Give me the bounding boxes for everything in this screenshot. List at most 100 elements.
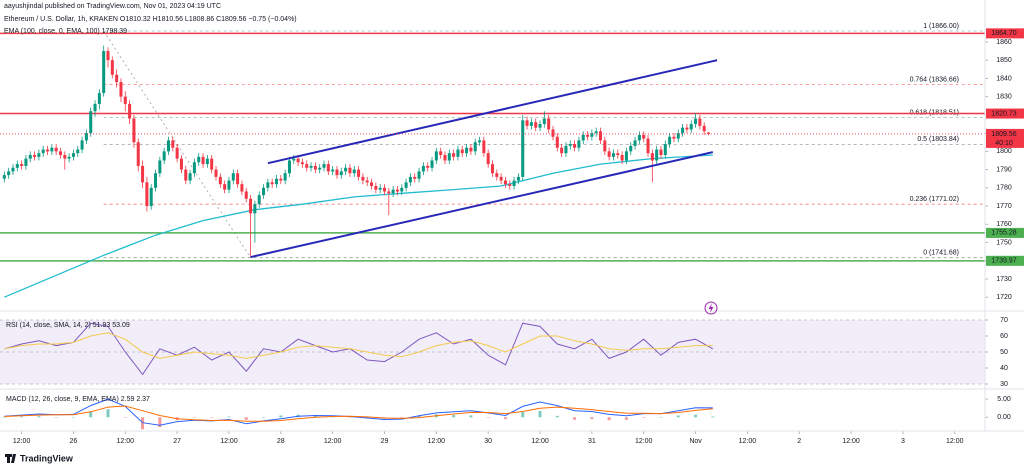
candle-body <box>408 176 412 183</box>
macd-legend: MACD (12, 26, close, 9, EMA, EMA) 2.59 2… <box>6 396 150 403</box>
histogram-bar <box>469 415 473 418</box>
candle-body <box>650 153 654 161</box>
y-tick-label: 1850 <box>996 57 1012 64</box>
fib-label: 1 (1866.00) <box>923 23 959 30</box>
indicator-line <box>4 322 714 376</box>
candle-body <box>67 156 71 159</box>
candle-body <box>659 149 663 155</box>
candle-body <box>512 180 516 186</box>
level-tag-label: 1820.73 <box>991 110 1016 117</box>
candle-body <box>249 198 253 214</box>
candle-body <box>287 160 291 174</box>
candle-body <box>296 158 300 163</box>
candle-body <box>668 136 672 145</box>
level-tag-label: 1755.28 <box>991 230 1016 237</box>
x-tick-label: 27 <box>173 438 181 445</box>
candle-body <box>529 122 533 126</box>
candle-body <box>573 144 577 148</box>
brand-name: TradingView <box>20 453 74 463</box>
histogram-bar <box>141 417 145 430</box>
candle-body <box>452 153 456 157</box>
candle-body <box>395 189 399 192</box>
publisher: aayushjindal published on TradingView.co… <box>4 3 221 10</box>
y-tick-label: 40 <box>1000 365 1008 372</box>
candle-body <box>426 165 430 168</box>
x-tick-label: 12:00 <box>635 438 653 445</box>
candle-body <box>503 180 507 185</box>
candle-body <box>611 153 615 157</box>
candle-body <box>594 131 598 134</box>
y-tick-label: 70 <box>1000 317 1008 324</box>
y-tick-label: 5.00 <box>997 396 1011 403</box>
candle-body <box>473 142 477 152</box>
x-tick-label: 26 <box>70 438 78 445</box>
candle-body <box>624 151 628 161</box>
candle-body <box>439 151 443 155</box>
candle-body <box>555 136 559 148</box>
histogram-bar <box>607 417 611 421</box>
y-tick-label: 1760 <box>996 221 1012 228</box>
candle-body <box>482 140 486 154</box>
level-tag-label: 1739.97 <box>991 258 1016 265</box>
ema-line <box>4 154 713 298</box>
y-tick-label: 0.00 <box>997 414 1011 421</box>
candle-body <box>132 118 136 143</box>
candle-body <box>620 155 624 161</box>
candle-body <box>460 149 464 154</box>
histogram-bar <box>624 417 628 420</box>
y-tick-label: 1840 <box>996 75 1012 82</box>
lightning-icon[interactable] <box>704 301 718 315</box>
candle-body <box>41 149 45 154</box>
candle-body <box>218 176 222 185</box>
histogram-bar <box>503 417 507 420</box>
channel-line <box>267 59 718 165</box>
candle-body <box>266 182 270 188</box>
candle-body <box>171 140 175 148</box>
level-tag <box>986 28 1024 39</box>
candle-body <box>361 176 365 181</box>
candle-body <box>547 118 551 130</box>
brand[interactable]: TradingView <box>5 453 74 463</box>
candle-body <box>499 176 503 181</box>
candle-body <box>486 153 490 165</box>
histogram-bar <box>400 417 404 418</box>
candle-body <box>231 173 235 181</box>
histogram-bar <box>452 415 456 418</box>
rsi-legend: RSI (14, close, SMA, 14, 2) 51.93 53.09 <box>6 322 130 329</box>
y-tick-label: 50 <box>1000 349 1008 356</box>
x-tick-label: 12:00 <box>13 438 31 445</box>
y-tick-label: 1720 <box>996 294 1012 301</box>
candle-body <box>33 155 37 157</box>
candle-body <box>197 156 201 163</box>
candle-body <box>465 147 469 154</box>
x-tick-label: 12:00 <box>842 438 860 445</box>
candle-body <box>560 147 564 154</box>
candle-body <box>542 118 546 124</box>
histogram-bar <box>521 412 525 418</box>
candle-body <box>223 184 227 190</box>
indicator-line <box>4 405 713 422</box>
histogram-bar <box>642 417 646 418</box>
candle-body <box>188 173 192 181</box>
candle-body <box>262 187 266 196</box>
candle-body <box>46 149 50 152</box>
candle-body <box>633 140 637 146</box>
candle-body <box>166 140 170 152</box>
y-tick-label: 1830 <box>996 93 1012 100</box>
candle-body <box>305 164 309 168</box>
candle-body <box>71 153 75 157</box>
candle-body <box>538 124 542 128</box>
x-tick-label: 29 <box>381 438 389 445</box>
candle-body <box>495 173 499 177</box>
y-tick-label: 1860 <box>996 39 1012 46</box>
candle-body <box>119 82 123 97</box>
candle-body <box>89 111 93 134</box>
candle-body <box>93 103 97 112</box>
y-tick-label: 1730 <box>996 276 1012 283</box>
x-tick-label: 31 <box>588 438 596 445</box>
histogram-bar <box>676 415 680 418</box>
candle-body <box>676 133 680 139</box>
x-tick-label: 2 <box>797 438 801 445</box>
candle-body <box>663 144 667 155</box>
